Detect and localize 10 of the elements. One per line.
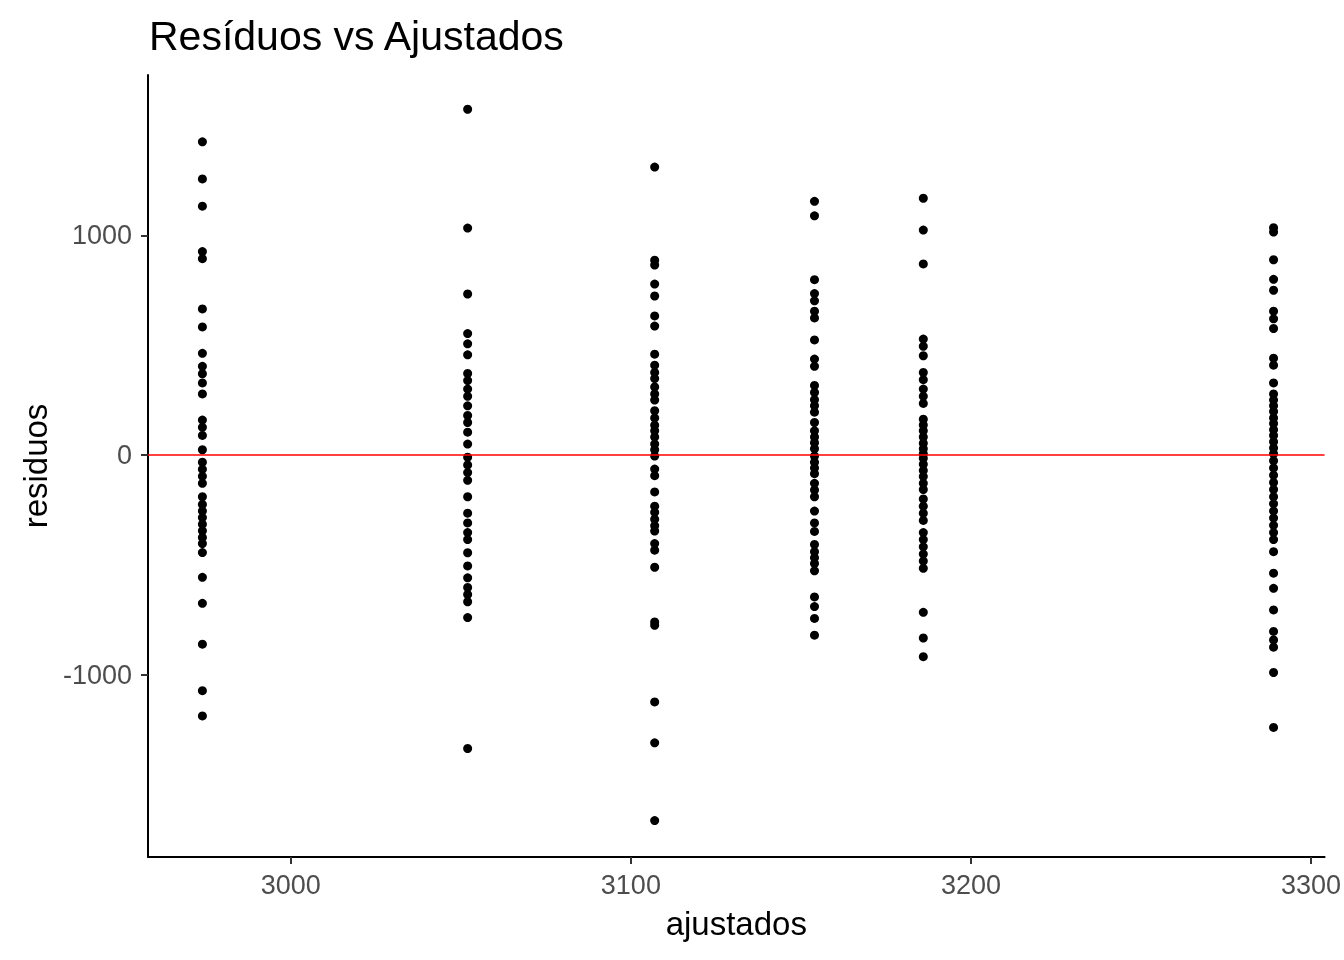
x-tick-label: 3000 [260,869,321,900]
x-tick-label: 3200 [940,869,1001,900]
chart-title: Resíduos vs Ajustados [149,12,564,59]
y-axis-title: residuos [17,403,55,529]
x-axis-title: ajustados [665,905,807,942]
x-tick-label: 3300 [1280,869,1342,900]
x-tick-label: 3100 [600,869,661,900]
y-tick-label: -1000 [62,659,132,690]
y-tick-label: 1000 [71,220,132,251]
y-tick-label: 0 [116,440,132,471]
